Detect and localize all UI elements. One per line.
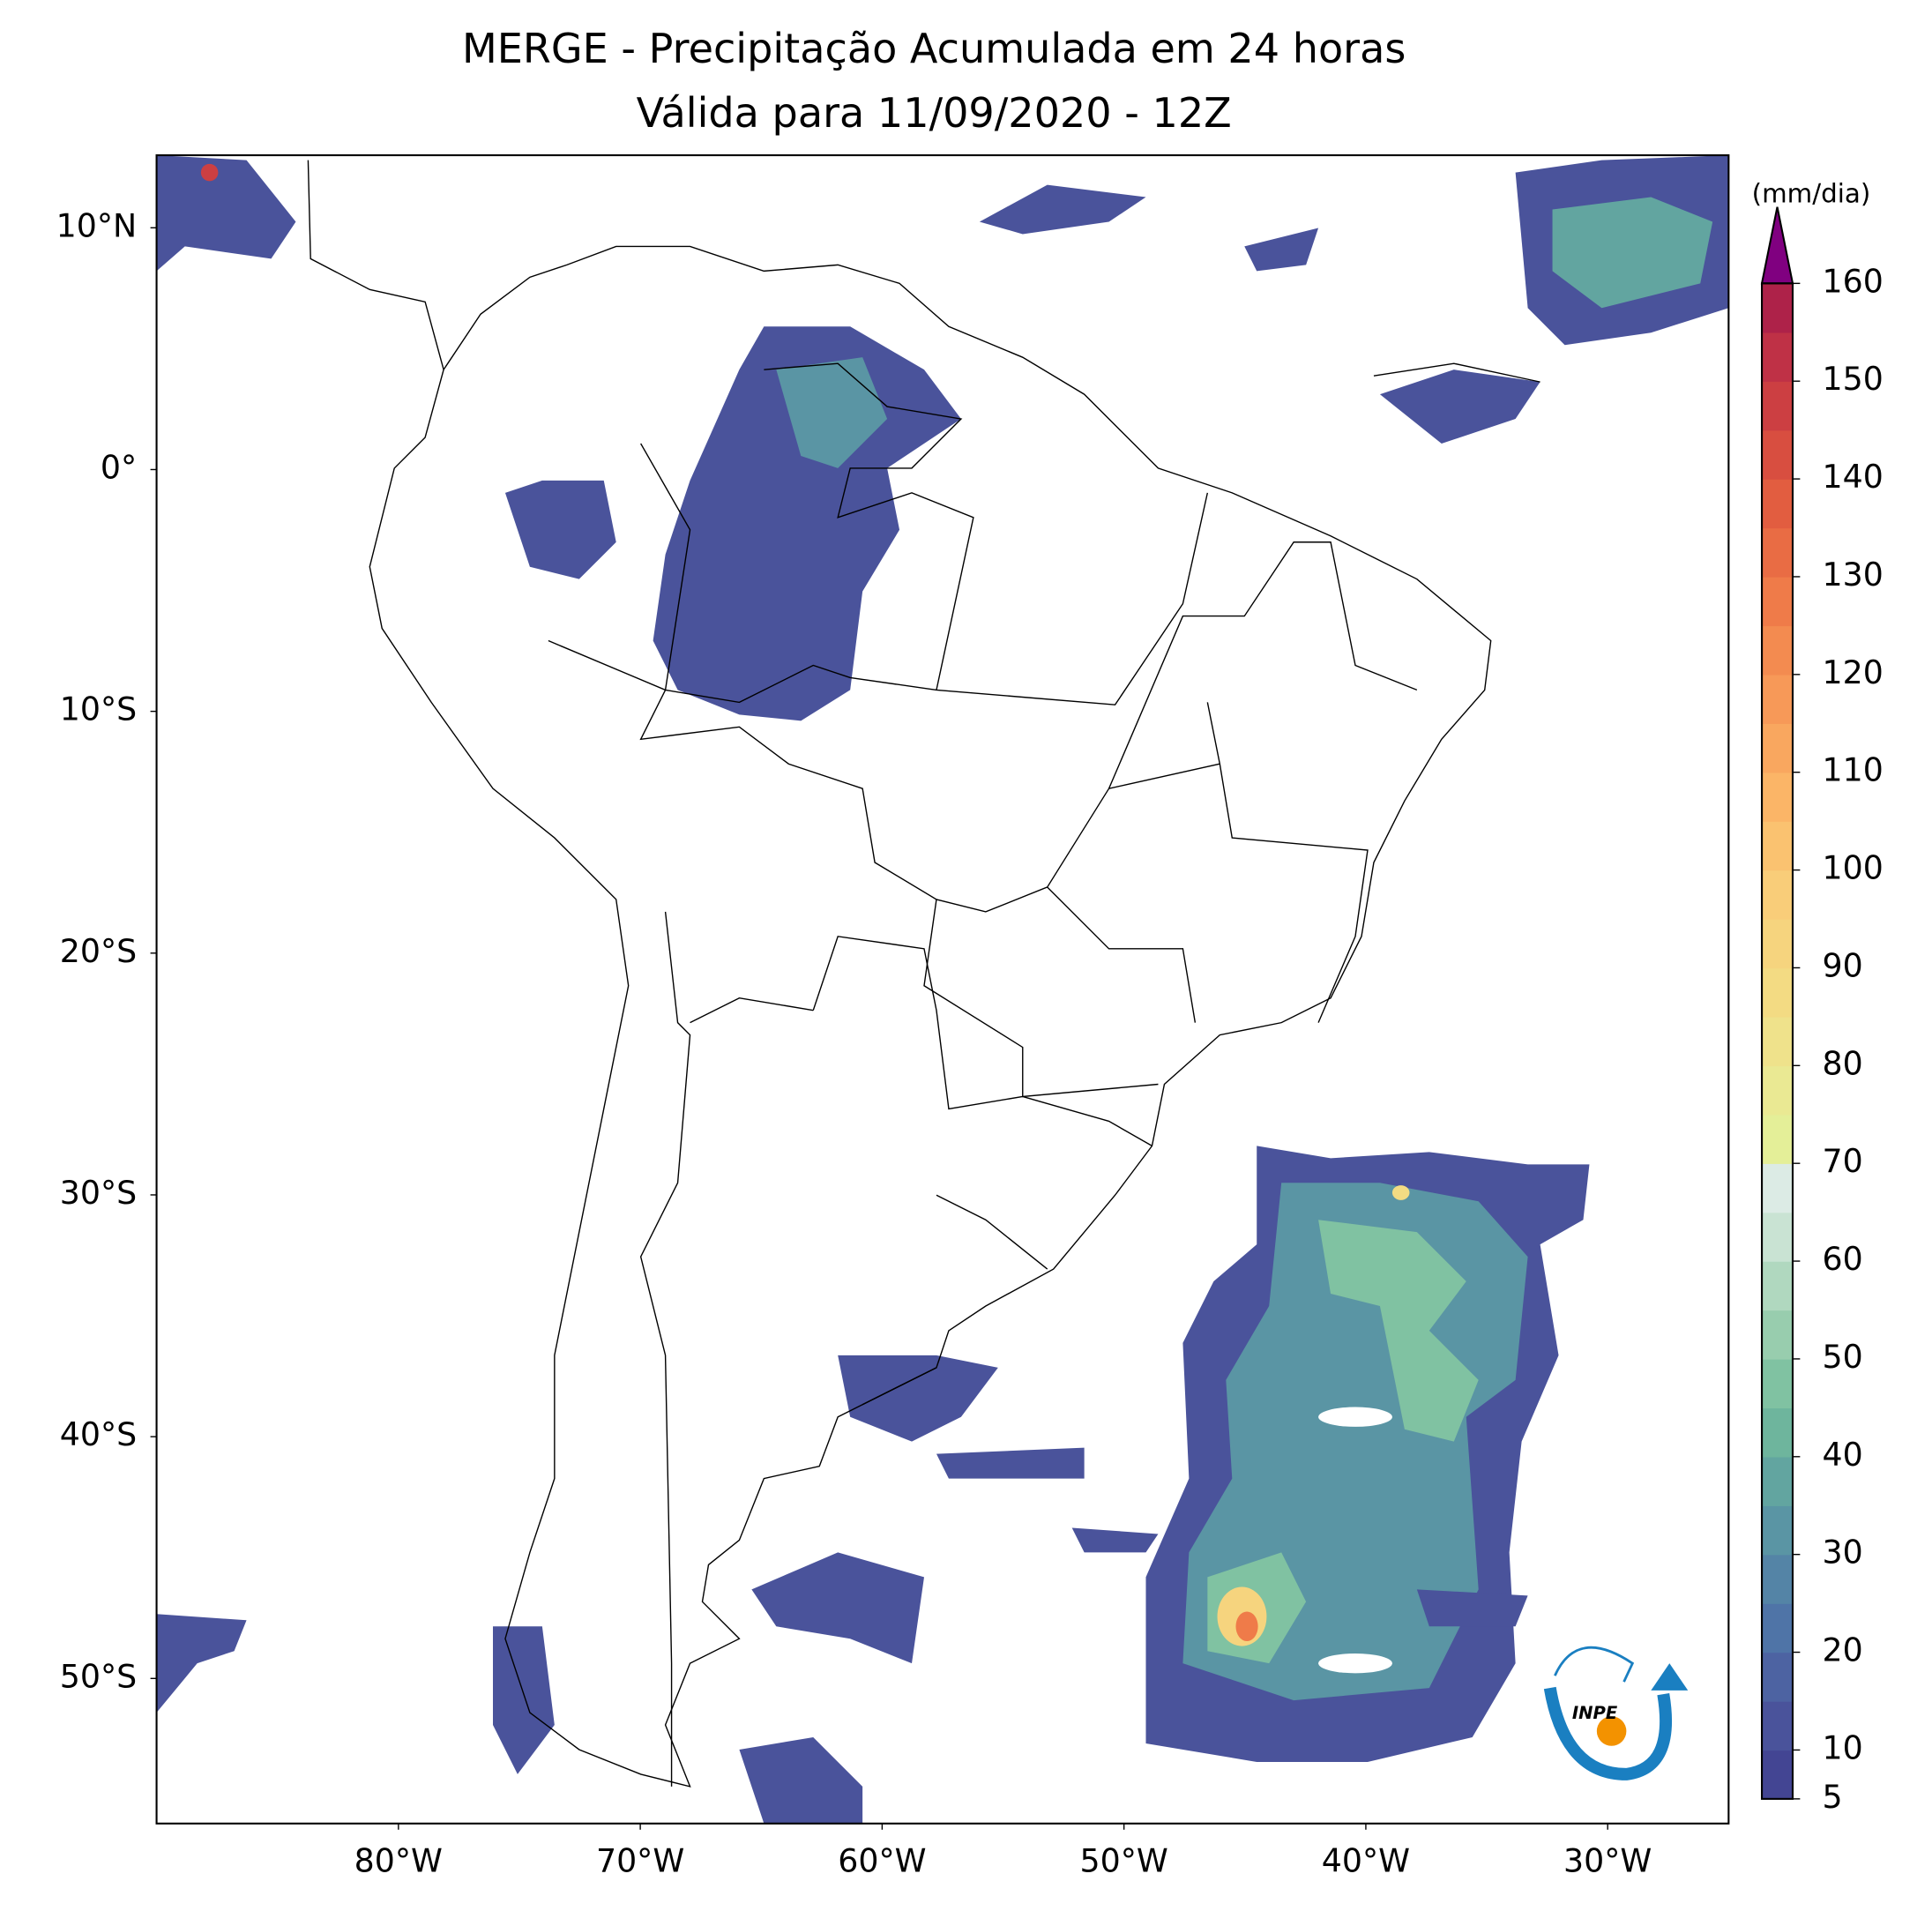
colorbar-band [1762,1016,1793,1067]
y-tick-label: 10°S [60,690,137,728]
colorbar-band [1762,576,1793,627]
colorbar-band [1762,1750,1793,1800]
colorbar-band [1762,723,1793,773]
colorbar-tick-label: 160 [1823,262,1884,300]
colorbar-band [1762,772,1793,822]
colorbar-band [1762,674,1793,724]
colorbar-tick-label: 5 [1823,1778,1843,1816]
y-tick-label: 10°N [56,206,138,244]
colorbar-band [1762,1114,1793,1164]
colorbar-extend [1760,206,1794,285]
colorbar-tick-label: 40 [1823,1436,1863,1474]
map-frame [155,153,1730,1825]
colorbar-band [1762,1700,1793,1751]
logo-text: INPE [1572,1703,1618,1723]
colorbar-tick-label: 60 [1823,1240,1863,1278]
x-tick-label: 30°W [1563,1842,1652,1880]
colorbar-band [1762,967,1793,1018]
y-tick-label: 30°S [60,1174,137,1212]
colorbar-band [1762,1603,1793,1653]
colorbar-band [1762,429,1793,480]
colorbar-tick-label: 100 [1823,849,1884,887]
colorbar-band [1762,283,1793,333]
colorbar-tick-label: 10 [1823,1728,1863,1766]
y-tick-label: 20°S [60,932,137,970]
map-area [156,155,1729,1824]
colorbar-tick-label: 90 [1823,946,1863,984]
colorbar-band [1762,625,1793,676]
axes: 80°W 70°W 60°W 50°W 40°W 30°W 10°N 0° 10°S 20°S 30… [56,206,1652,1879]
colorbar-band [1762,1652,1793,1702]
colorbar-band [1762,1065,1793,1116]
subtitle: Válida para 11/09/2020 - 12Z [637,89,1232,137]
colorbar-band [1762,1554,1793,1604]
colorbar: 5 10 20 30 40 50 60 70 80 90 100 110 120 130 140 150 160 [1760,206,1884,1816]
x-tick-label: 40°W [1322,1842,1410,1880]
x-tick-label: 60°W [838,1842,926,1880]
colorbar-band [1762,1261,1793,1311]
colorbar-tick-label: 30 [1823,1534,1863,1571]
colorbar-tick-label: 120 [1823,653,1884,691]
colorbar-tick-label: 70 [1823,1142,1863,1180]
coastlines [307,160,1540,1788]
precipitation [156,155,1729,1824]
colorbar-tick-label: 50 [1823,1338,1863,1376]
colorbar-tick-label: 80 [1823,1044,1863,1082]
colorbar-band [1762,479,1793,529]
colorbar-frame [1761,282,1794,1800]
y-tick-label: 0° [101,448,137,486]
colorbar-tick-label: 110 [1823,751,1884,789]
colorbar-tick-label: 20 [1823,1631,1863,1669]
colorbar-band [1762,1358,1793,1409]
y-tick-label: 40°S [60,1415,137,1453]
title: MERGE - Precipitação Acumulada em 24 hor… [462,25,1406,72]
colorbar-band [1762,1505,1793,1556]
colorbar-unit: (mm/dia) [1752,178,1871,208]
colorbar-band [1762,381,1793,431]
x-tick-label: 80°W [354,1842,443,1880]
colorbar-band [1762,332,1793,382]
x-tick-label: 70°W [596,1842,684,1880]
colorbar-band [1762,1310,1793,1360]
x-tick-label: 50°W [1080,1842,1168,1880]
colorbar-band [1762,527,1793,578]
y-tick-label: 50°S [60,1657,137,1695]
colorbar-band [1762,1407,1793,1458]
borders [548,362,1418,1787]
colorbar-band [1762,870,1793,920]
colorbar-band [1762,919,1793,969]
colorbar-band [1762,1456,1793,1506]
colorbar-band [1762,1163,1793,1213]
colorbar-band [1762,1212,1793,1262]
colorbar-tick-label: 150 [1823,360,1884,398]
colorbar-tick-label: 130 [1823,556,1884,593]
logo: INPE [1543,1646,1689,1780]
colorbar-band [1762,821,1793,871]
colorbar-tick-label: 140 [1823,458,1884,496]
